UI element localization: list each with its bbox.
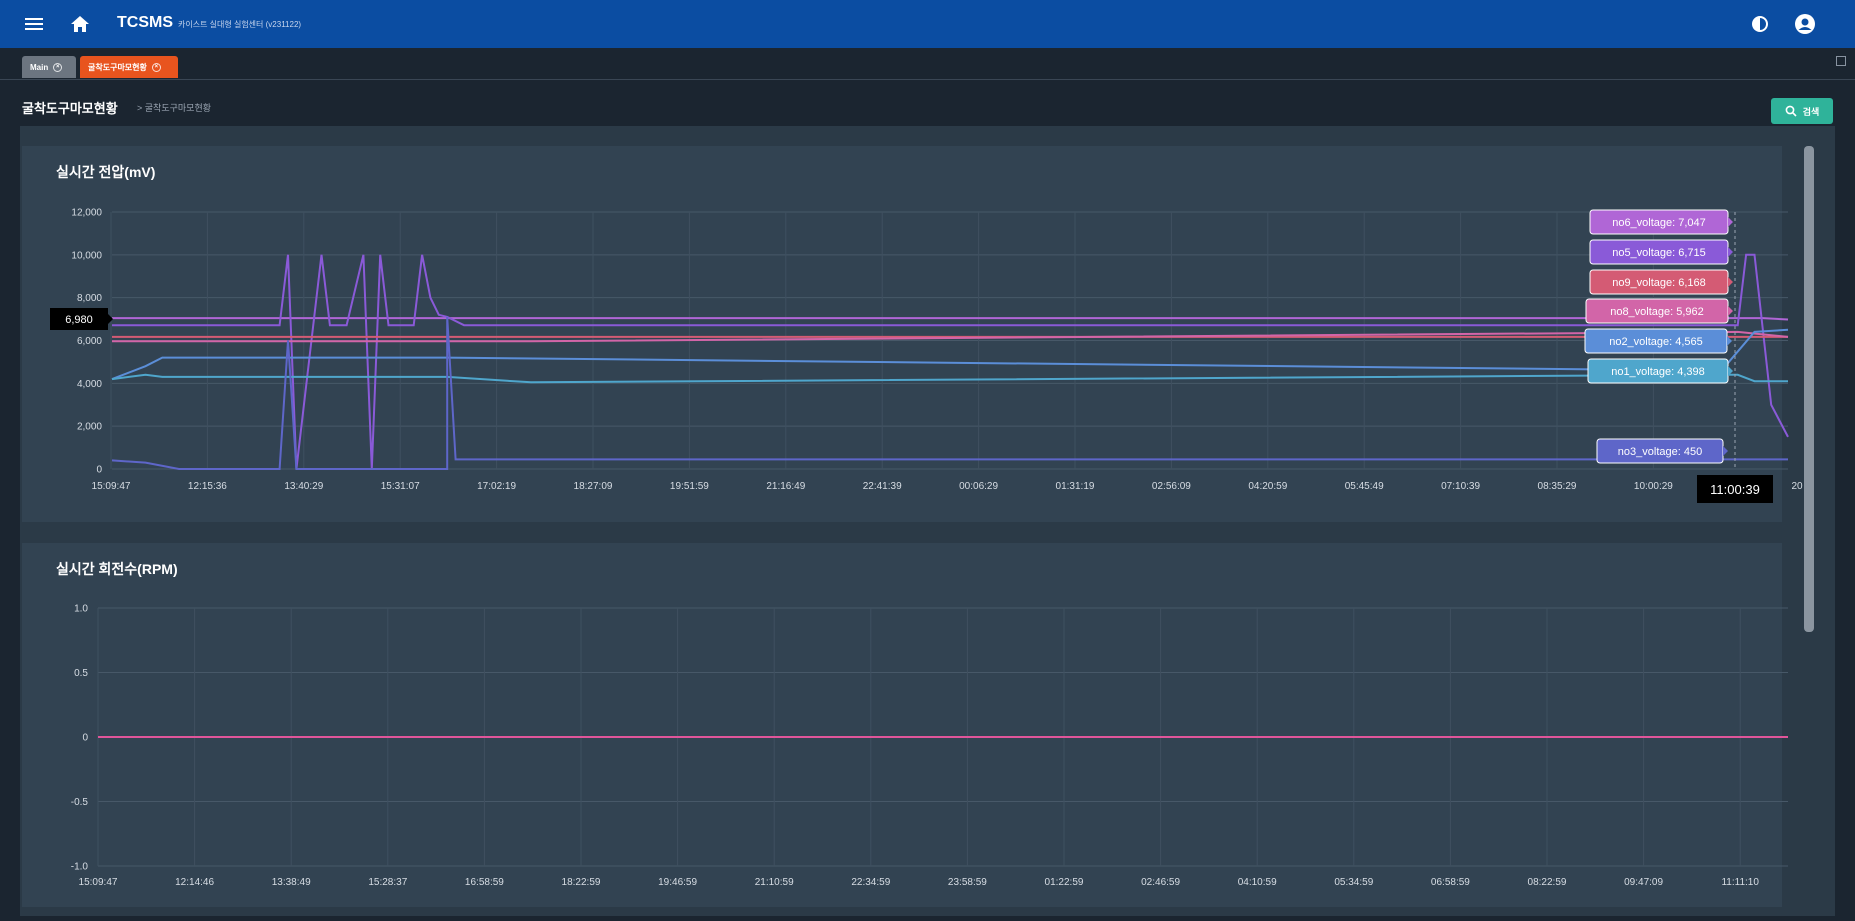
tab-main[interactable]: Main × — [22, 56, 76, 78]
tab-label: Main — [30, 62, 49, 72]
account-icon[interactable] — [1793, 12, 1817, 36]
window-icon[interactable] — [1836, 56, 1846, 66]
voltage-chart-panel: 실시간 전압(mV) — [22, 146, 1782, 522]
scrollbar-thumb[interactable] — [1804, 146, 1814, 632]
top-app-bar: TCSMS 카이스트 실대형 실험센터 (v231122) — [0, 0, 1855, 48]
page-header: 굴착도구마모현황 > 굴착도구마모현황 — [0, 80, 1855, 126]
tab-bar: Main × 굴착도구마모현황 × — [0, 48, 1855, 80]
rpm-chart-panel: 실시간 회전수(RPM) — [22, 543, 1782, 907]
tab-label: 굴착도구마모현황 — [88, 62, 147, 72]
breadcrumb-separator: > — [137, 103, 143, 113]
close-icon[interactable]: × — [151, 62, 161, 72]
search-button[interactable]: 검색 — [1771, 98, 1833, 124]
breadcrumb-item[interactable]: 굴착도구마모현황 — [144, 103, 212, 113]
page-title: 굴착도구마모현황 — [22, 101, 118, 116]
home-icon[interactable] — [68, 12, 92, 36]
search-icon — [1785, 105, 1797, 117]
menu-icon[interactable] — [22, 12, 46, 36]
tab-tool-wear[interactable]: 굴착도구마모현황 × — [80, 56, 178, 78]
rpm-chart-title: 실시간 회전수(RPM) — [56, 561, 178, 577]
brightness-icon[interactable] — [1748, 12, 1772, 36]
app-subtitle: 카이스트 실대형 실험센터 (v231122) — [178, 20, 302, 29]
search-button-label: 검색 — [1802, 106, 1820, 117]
close-icon[interactable]: × — [53, 62, 63, 72]
app-name: TCSMS — [117, 14, 173, 31]
voltage-chart-title: 실시간 전압(mV) — [56, 164, 156, 180]
breadcrumb: > 굴착도구마모현황 — [137, 101, 211, 114]
